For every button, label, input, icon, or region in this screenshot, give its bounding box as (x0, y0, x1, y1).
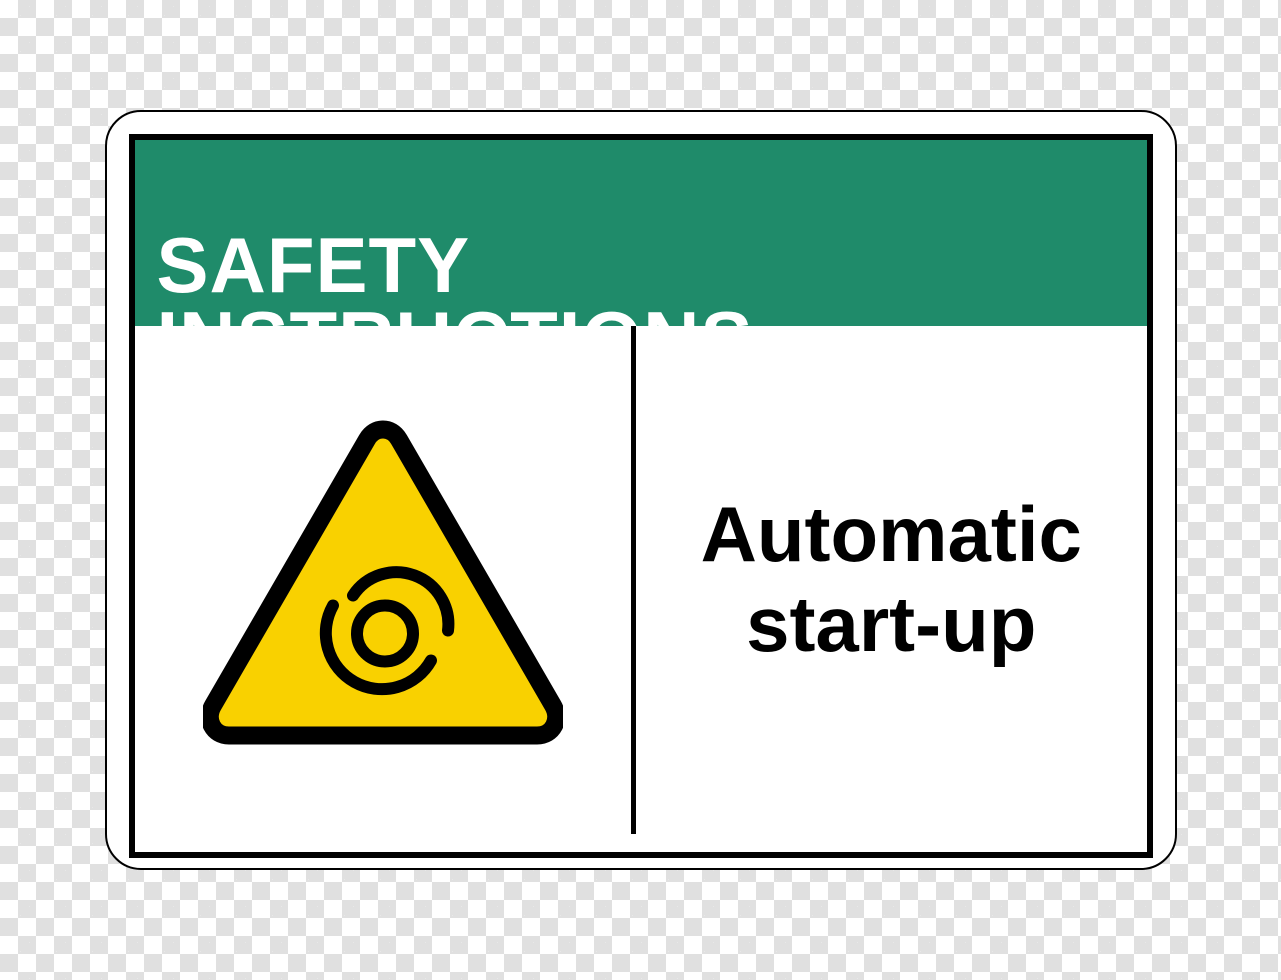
transparent-canvas: SAFETY INSTRUCTIONS (0, 0, 1281, 980)
pictogram-panel (135, 326, 637, 834)
warning-triangle-icon (203, 415, 563, 746)
message-panel: Automatic start-up (636, 326, 1146, 834)
sign-outer-frame: SAFETY INSTRUCTIONS (105, 110, 1177, 870)
sign-body: Automatic start-up (135, 326, 1147, 834)
sign-inner-frame: SAFETY INSTRUCTIONS (129, 134, 1153, 858)
header-bar: SAFETY INSTRUCTIONS (135, 140, 1147, 326)
message-text: Automatic start-up (701, 490, 1082, 669)
